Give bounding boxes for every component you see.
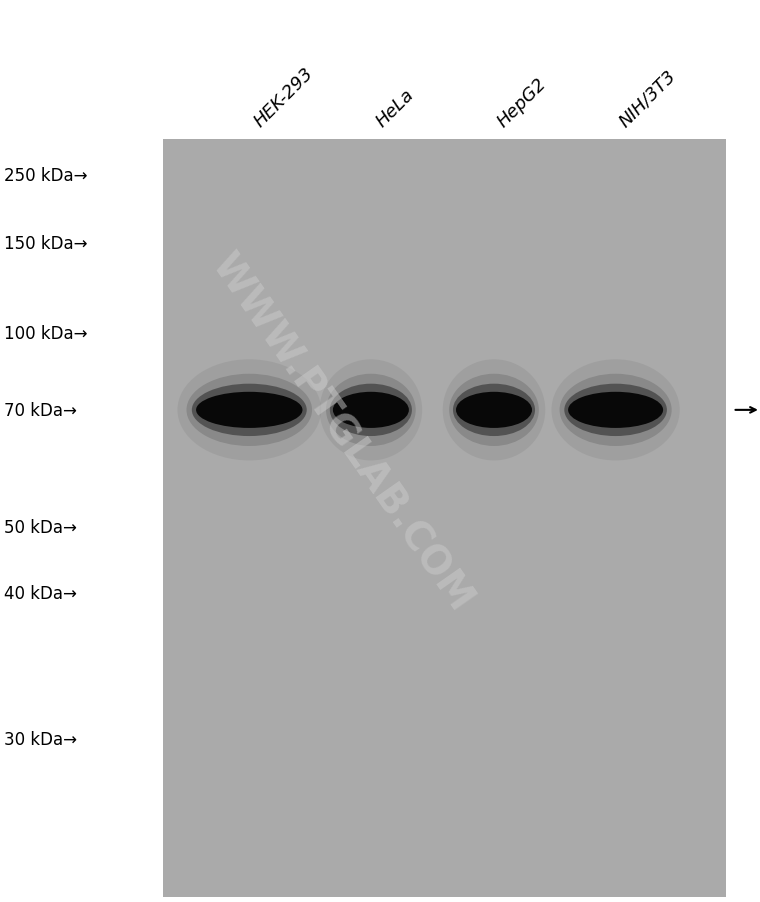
Text: NIH/3T3: NIH/3T3 (616, 67, 679, 131)
Ellipse shape (333, 392, 409, 428)
Ellipse shape (330, 384, 412, 437)
Ellipse shape (442, 360, 545, 461)
Bar (163, 140, 726, 897)
Ellipse shape (564, 384, 667, 437)
Text: 100 kDa→: 100 kDa→ (4, 325, 87, 343)
Text: 150 kDa→: 150 kDa→ (4, 235, 87, 253)
Ellipse shape (186, 374, 312, 446)
Ellipse shape (559, 374, 672, 446)
Ellipse shape (568, 392, 663, 428)
Ellipse shape (196, 392, 302, 428)
Ellipse shape (552, 360, 679, 461)
Text: 250 kDa→: 250 kDa→ (4, 167, 87, 185)
Text: HeLa: HeLa (372, 86, 417, 131)
Text: 70 kDa→: 70 kDa→ (4, 401, 77, 419)
Ellipse shape (192, 384, 307, 437)
Ellipse shape (449, 374, 539, 446)
Ellipse shape (453, 384, 535, 437)
Text: 50 kDa→: 50 kDa→ (4, 519, 77, 537)
Text: 40 kDa→: 40 kDa→ (4, 584, 77, 603)
Text: WWW.PTGLAB.COM: WWW.PTGLAB.COM (204, 247, 480, 619)
Text: 30 kDa→: 30 kDa→ (4, 731, 77, 749)
Text: HEK-293: HEK-293 (251, 64, 317, 131)
Text: HepG2: HepG2 (494, 75, 550, 131)
Ellipse shape (456, 392, 532, 428)
Ellipse shape (319, 360, 423, 461)
Ellipse shape (177, 360, 321, 461)
Ellipse shape (326, 374, 416, 446)
